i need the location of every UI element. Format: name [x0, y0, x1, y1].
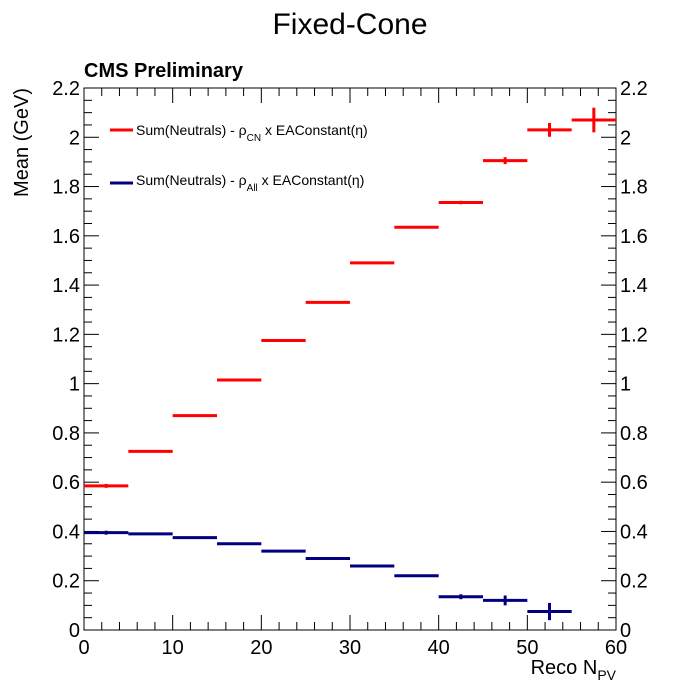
data-series — [84, 107, 616, 621]
y-tick-label-right: 1 — [620, 374, 631, 396]
legend-label-all: Sum(Neutrals) - ρAll x EAConstant(η) — [136, 172, 364, 194]
y-tick-label-left: 1.6 — [52, 226, 80, 248]
x-tick-label: 30 — [339, 637, 361, 659]
data-point — [217, 542, 262, 546]
data-point — [483, 595, 528, 606]
plot-frame — [83, 87, 617, 631]
data-point — [394, 574, 439, 578]
y-tick-label-right: 0.6 — [620, 472, 648, 494]
x-axis-title-sub: PV — [597, 667, 616, 683]
data-point — [483, 157, 528, 165]
data-point — [438, 200, 483, 205]
series-0 — [84, 107, 616, 488]
data-point — [350, 564, 395, 568]
y-tick-label-right: 0.4 — [620, 521, 648, 543]
y-tick-label-left: 0.2 — [52, 571, 80, 593]
x-tick-label: 50 — [516, 637, 538, 659]
data-point — [394, 225, 439, 229]
data-point — [172, 536, 217, 540]
chart-title: Fixed-Cone — [272, 8, 427, 41]
data-point — [305, 300, 350, 304]
axis-ticks: 0 10 20 30 40 50 600 00.2 0.20.4 0.40.6 0.60.8 0.81… — [52, 78, 648, 659]
y-tick-label-right: 1.6 — [620, 226, 648, 248]
y-axis-title: Mean (GeV) — [11, 88, 33, 197]
data-point — [527, 602, 572, 621]
y-tick-label-right: 1.2 — [620, 324, 648, 346]
y-tick-label-right: 0.8 — [620, 423, 648, 445]
legend-label-cn-sub: CN — [247, 133, 261, 144]
y-tick-label-left: 1.2 — [52, 324, 80, 346]
x-axis-title: Reco NPV — [531, 657, 617, 683]
y-tick-label-left: 1.4 — [52, 275, 80, 297]
x-tick-label: 0 — [78, 637, 89, 659]
y-tick-label-right: 2.2 — [620, 78, 648, 100]
y-tick-label-left: 0 — [69, 620, 80, 642]
y-tick-label-right: 0.2 — [620, 571, 648, 593]
legend-label-cn-tail: x EAConstant(η) — [261, 122, 368, 138]
x-tick-label: 20 — [250, 637, 272, 659]
y-tick-label-left: 0.4 — [52, 521, 80, 543]
legend: Sum(Neutrals) - ρCN x EAConstant(η) Sum(… — [110, 122, 368, 194]
y-tick-label-right: 1.8 — [620, 177, 648, 199]
y-tick-label-right: 1.4 — [620, 275, 648, 297]
x-tick-label: 40 — [428, 637, 450, 659]
data-point — [261, 549, 306, 553]
data-point — [305, 557, 350, 561]
data-point — [128, 532, 173, 536]
y-tick-label-left: 2.2 — [52, 78, 80, 100]
data-point — [261, 339, 306, 343]
data-point — [172, 414, 217, 418]
data-point — [128, 449, 173, 453]
series-1 — [84, 530, 572, 621]
data-point — [217, 378, 262, 382]
y-tick-label-right: 2 — [620, 127, 631, 149]
y-tick-label-left: 0.6 — [52, 472, 80, 494]
x-tick-label: 60 — [605, 637, 627, 659]
legend-label-all-sub: All — [247, 183, 258, 194]
legend-label-all-tail: x EAConstant(η) — [258, 172, 365, 188]
legend-label-cn: Sum(Neutrals) - ρCN x EAConstant(η) — [136, 122, 368, 144]
y-tick-label-left: 1.8 — [52, 177, 80, 199]
x-axis-title-main: Reco N — [531, 657, 598, 679]
data-point — [438, 594, 483, 600]
x-tick-label: 10 — [162, 637, 184, 659]
y-tick-label-right: 0 — [620, 620, 631, 642]
data-point — [527, 122, 572, 137]
y-tick-label-left: 0.8 — [52, 423, 80, 445]
data-point — [350, 261, 395, 265]
cms-preliminary-label: CMS Preliminary — [84, 60, 244, 82]
data-point — [84, 483, 129, 488]
legend-label-all-main: Sum(Neutrals) - ρ — [136, 172, 247, 188]
y-tick-label-left: 1 — [69, 374, 80, 396]
legend-label-cn-main: Sum(Neutrals) - ρ — [136, 122, 247, 138]
data-point — [571, 107, 616, 133]
y-tick-label-left: 2 — [69, 127, 80, 149]
data-point — [84, 530, 129, 535]
